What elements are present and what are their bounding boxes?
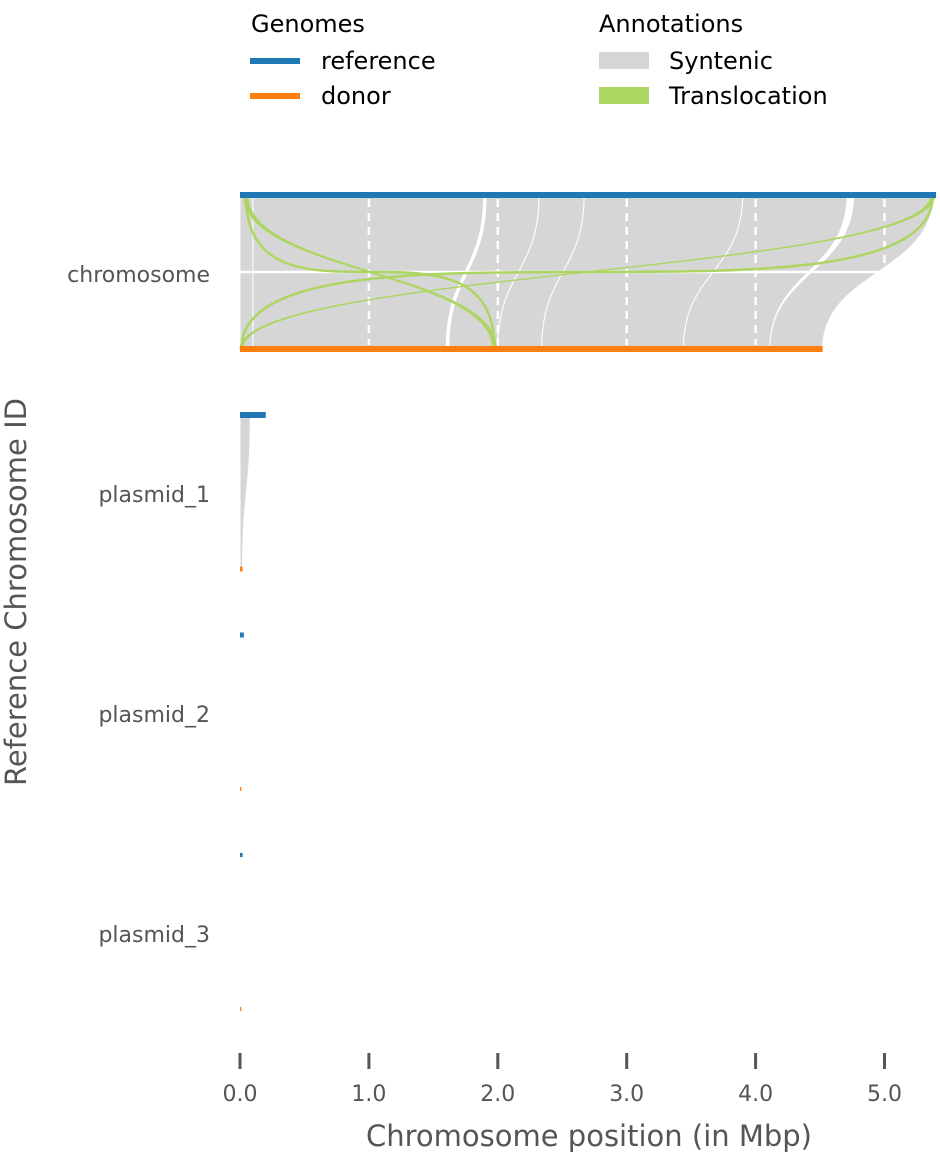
x-tick-label: 2.0 (480, 1082, 515, 1107)
legend-genomes-title: Genomes (251, 10, 365, 38)
x-tick-label: 5.0 (867, 1082, 902, 1107)
legend-donor-label: donor (321, 82, 391, 110)
legend-translocation-label: Translocation (668, 82, 828, 110)
legend-annotations-title: Annotations (599, 10, 743, 38)
y-axis-title: Reference Chromosome ID (0, 398, 33, 786)
x-tick-label: 3.0 (609, 1082, 644, 1107)
syntenic-block (239, 414, 251, 570)
x-axis-title: Chromosome position (in Mbp) (366, 1119, 812, 1153)
genome-bars (240, 192, 937, 1011)
legend-syntenic-label: Syntenic (669, 47, 773, 75)
legend-translocation-swatch (599, 87, 649, 104)
legend: Genomes reference donor Annotations Synt… (250, 10, 828, 110)
translocation-edge (244, 194, 496, 350)
x-tick-label: 0.0 (223, 1082, 258, 1107)
chromosome-labels: chromosome plasmid_1 plasmid_2 plasmid_3 (67, 263, 210, 948)
chromosome-label-plasmid_2: plasmid_2 (98, 703, 210, 728)
x-tick-label: 1.0 (351, 1082, 386, 1107)
syntenic-blocks (239, 194, 934, 570)
x-tick-label: 4.0 (738, 1082, 773, 1107)
translocation-edge (240, 194, 935, 350)
legend-reference-label: reference (321, 47, 436, 75)
x-axis: 0.0 1.0 2.0 3.0 4.0 5.0 (223, 1053, 902, 1107)
legend-syntenic-swatch (599, 52, 649, 69)
chromosome-label-plasmid_1: plasmid_1 (98, 483, 210, 508)
chromosome-label-chromosome: chromosome (67, 263, 210, 288)
chromosome-label-plasmid_3: plasmid_3 (98, 923, 210, 948)
